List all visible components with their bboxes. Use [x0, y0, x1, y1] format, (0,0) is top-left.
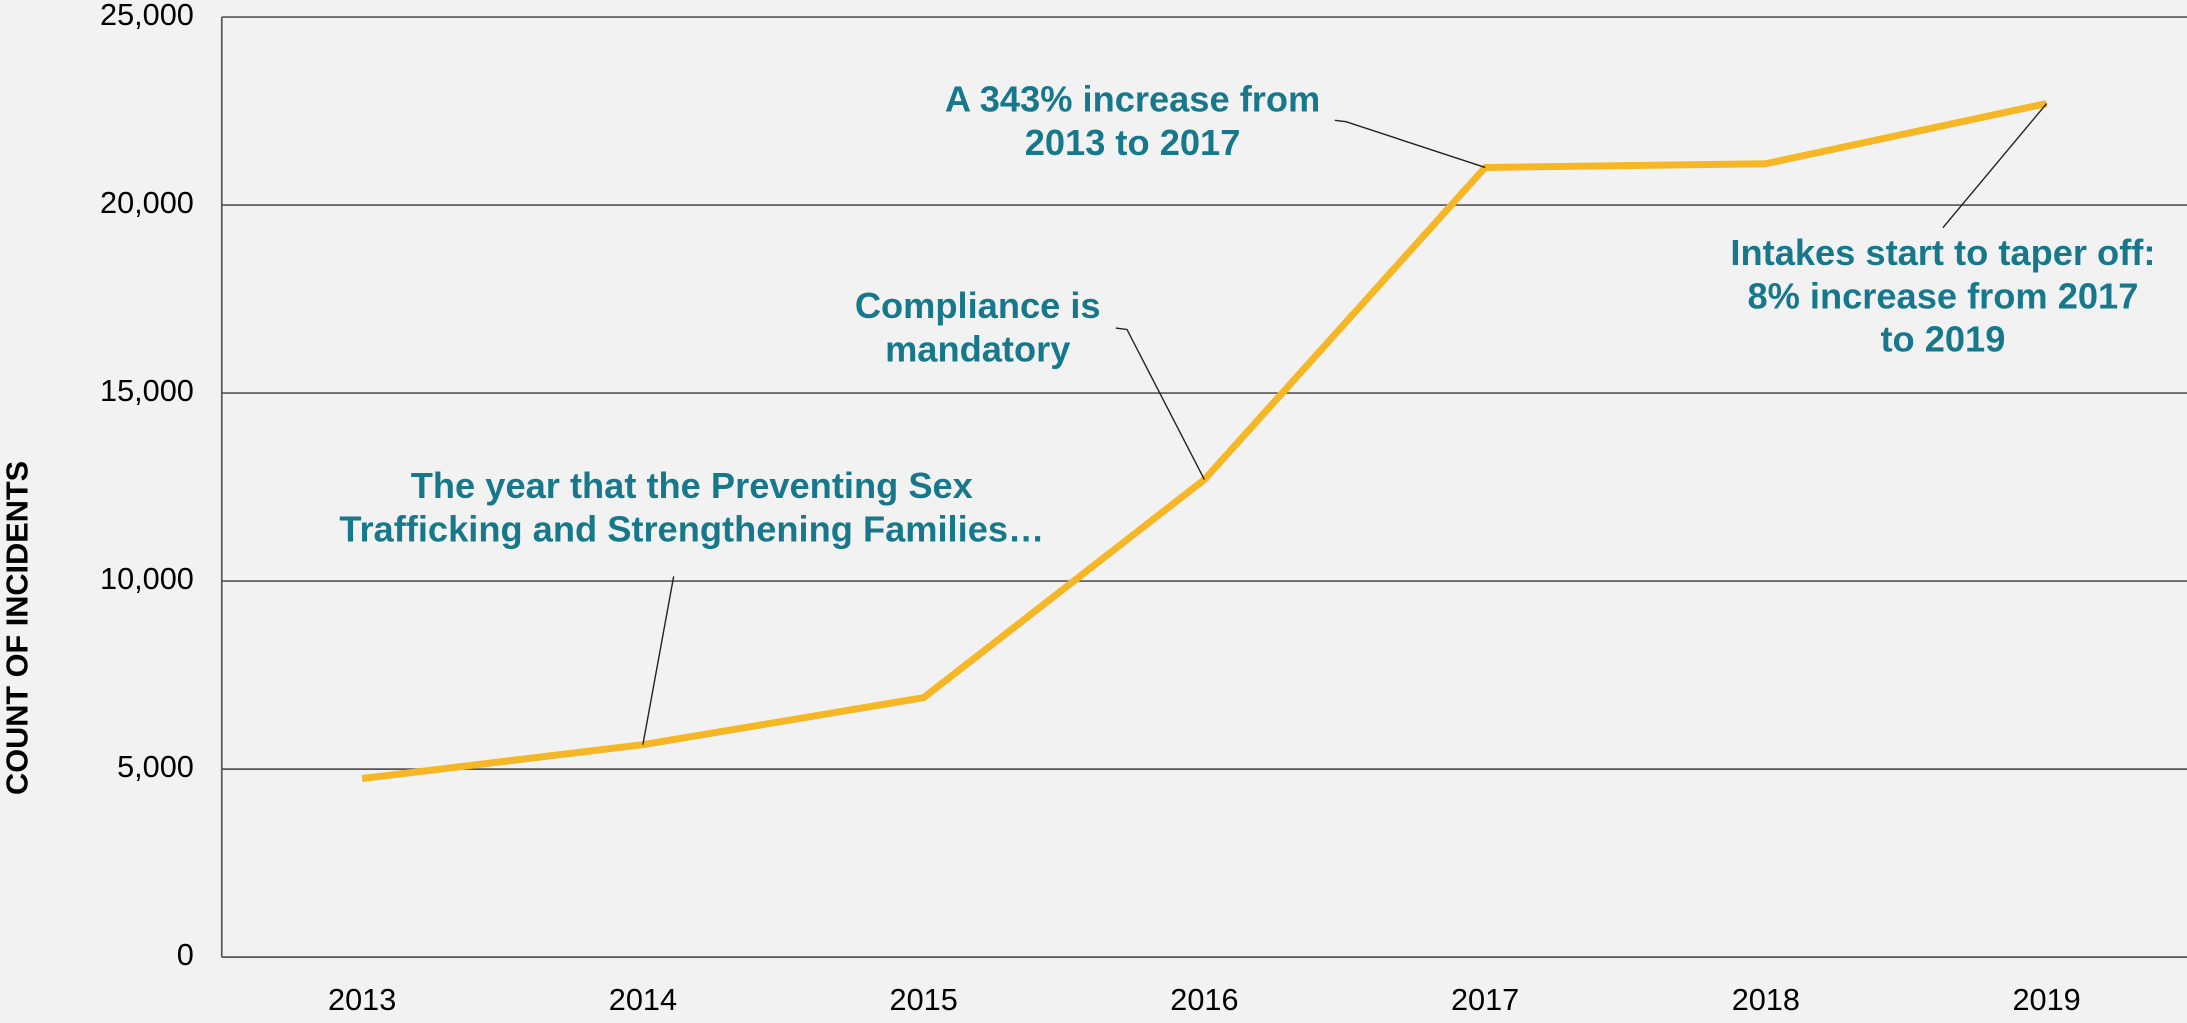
x-tick-label: 2016	[1170, 982, 1238, 1017]
annotation-leader	[1115, 327, 1206, 480]
annotation-text: Compliance is	[855, 285, 1101, 326]
annotation-text: to 2019	[1880, 319, 2005, 360]
annotation-leader	[642, 576, 675, 745]
annotation-leader	[1334, 119, 1486, 169]
annotation-text: Intakes start to taper off:	[1730, 232, 2155, 273]
annotation-text: The year that the Preventing Sex	[411, 465, 973, 506]
y-tick-label: 25,000	[100, 0, 194, 32]
y-tick-label: 0	[177, 937, 194, 972]
x-tick-label: 2018	[1732, 982, 1800, 1017]
x-tick-label: 2014	[609, 982, 677, 1017]
x-tick-label: 2013	[328, 982, 396, 1017]
y-tick-label: 15,000	[100, 373, 194, 408]
annotation-text: Trafficking and Strengthening Families…	[339, 508, 1044, 549]
y-tick-label: 20,000	[100, 185, 194, 220]
annotation-text: mandatory	[885, 328, 1070, 369]
x-tick-label: 2017	[1451, 982, 1519, 1017]
y-axis-title: COUNT OF INCIDENTS	[0, 461, 35, 795]
y-tick-label: 5,000	[117, 749, 194, 784]
annotation-text: 8% increase from 2017	[1747, 275, 2138, 316]
x-tick-label: 2019	[2013, 982, 2081, 1017]
annotation-text: A 343% increase from	[945, 79, 1320, 120]
annotation-text: 2013 to 2017	[1025, 122, 1241, 163]
y-tick-label: 10,000	[100, 561, 194, 596]
annotation-leader	[1942, 103, 2048, 229]
x-tick-label: 2015	[890, 982, 958, 1017]
